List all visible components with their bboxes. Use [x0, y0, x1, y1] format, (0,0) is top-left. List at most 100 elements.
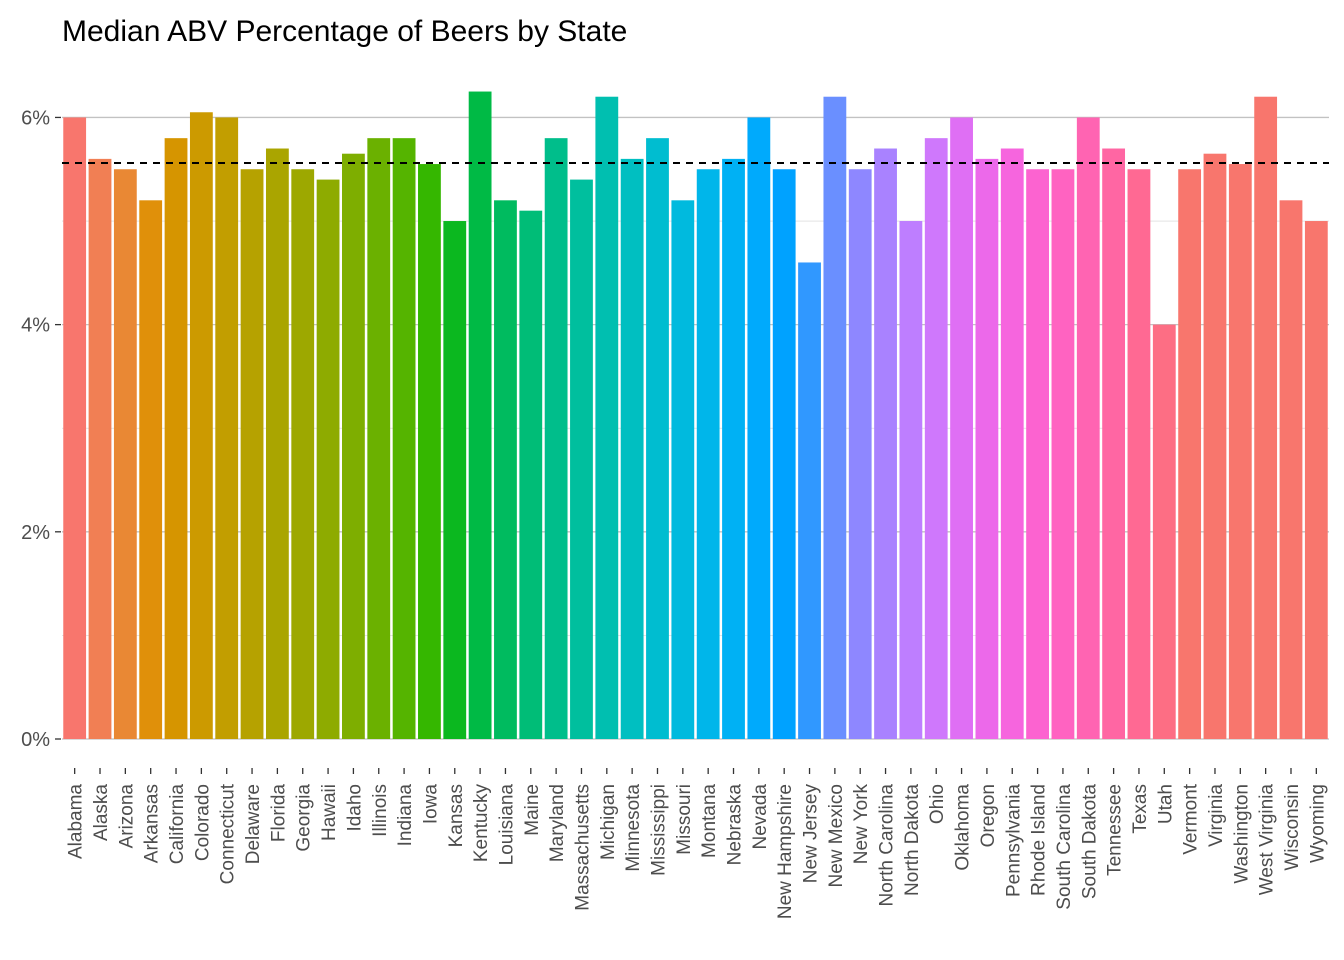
y-tick-label-1: 2% [21, 522, 50, 544]
bar-south-dakota [1076, 117, 1100, 739]
bar-illinois [367, 138, 391, 739]
bar-wyoming [1304, 221, 1328, 739]
x-tick-label-44: Vermont [1181, 783, 1202, 854]
bar-new-jersey [798, 262, 821, 739]
bar-colorado [189, 112, 213, 739]
bar-michigan [595, 96, 619, 739]
x-tick-label-29: New Jersey [801, 784, 822, 884]
bar-tennessee [1102, 148, 1126, 739]
x-tick-label-25: Montana [699, 784, 720, 858]
x-tick-label-22: Minnesota [623, 784, 644, 872]
x-tick-label-2: Arizona [116, 784, 137, 849]
bar-hawaii [316, 179, 340, 739]
x-tick-label-0: Alabama [66, 784, 87, 859]
bar-new-hampshire [772, 169, 796, 739]
x-tick-label-40: South Dakota [1079, 784, 1100, 900]
bar-maine [519, 210, 543, 739]
x-tick-label-4: California [167, 784, 188, 865]
bar-alabama [63, 117, 87, 739]
bar-nebraska [722, 158, 745, 739]
bar-west-virginia [1254, 96, 1278, 739]
bar-pennsylvania [1000, 148, 1024, 739]
bar-florida [265, 148, 289, 739]
x-tick-label-28: New Hampshire [775, 784, 796, 919]
x-tick-label-10: Hawaii [319, 784, 340, 841]
x-tick-label-39: South Carolina [1054, 784, 1075, 910]
bar-north-carolina [874, 148, 897, 739]
bar-indiana [392, 138, 416, 739]
y-axis: 0% 2% 4% 6% [21, 107, 61, 751]
x-tick-label-6: Connecticut [218, 783, 239, 884]
x-tick-label-38: Rhode Island [1029, 784, 1050, 896]
bar-delaware [240, 169, 264, 739]
bar-mississippi [646, 138, 669, 739]
x-tick-label-1: Alaska [91, 784, 112, 841]
x-tick-label-23: Mississippi [648, 784, 669, 876]
bar-texas [1127, 169, 1151, 739]
x-tick-label-18: Maine [522, 784, 543, 836]
x-tick-label-49: Wyoming [1307, 784, 1328, 863]
bar-ohio [924, 138, 948, 739]
bar-georgia [291, 169, 315, 739]
bar-louisiana [494, 200, 517, 739]
chart-title: Median ABV Percentage of Beers by State [62, 15, 627, 48]
x-tick-label-37: Pennsylvania [1003, 784, 1024, 897]
bar-oklahoma [950, 117, 973, 739]
x-tick-label-9: Georgia [294, 784, 315, 852]
bar-missouri [671, 200, 695, 739]
bar-iowa [418, 164, 441, 739]
bar-new-mexico [823, 96, 847, 739]
x-tick-label-36: Oregon [978, 784, 999, 847]
x-tick-label-32: North Carolina [877, 784, 898, 907]
x-tick-label-19: Maryland [547, 784, 568, 862]
x-tick-label-16: Kentucky [471, 784, 492, 863]
x-tick-label-20: Massachusetts [572, 784, 593, 911]
bar-massachusetts [570, 179, 593, 739]
x-tick-label-48: Wisconsin [1282, 784, 1303, 871]
x-tick-label-13: Indiana [395, 784, 416, 847]
x-tick-label-15: Kansas [446, 784, 467, 847]
x-tick-label-8: Florida [268, 784, 289, 843]
bar-idaho [342, 153, 365, 739]
bar-arizona [113, 169, 137, 739]
bar-maryland [544, 138, 568, 739]
x-tick-label-14: Iowa [420, 784, 441, 825]
x-tick-label-31: New York [851, 784, 872, 865]
bar-oregon [975, 158, 999, 739]
x-tick-label-41: Tennessee [1105, 784, 1126, 876]
bar-nevada [747, 117, 771, 739]
x-tick-label-46: Washington [1231, 784, 1252, 884]
x-tick-label-12: Illinois [370, 784, 391, 837]
x-tick-label-7: Delaware [243, 784, 264, 864]
bar-minnesota [620, 158, 644, 739]
x-tick-label-5: Colorado [192, 784, 213, 861]
x-tick-label-3: Arkansas [142, 784, 163, 863]
bar-vermont [1178, 169, 1202, 739]
bar-wisconsin [1279, 200, 1303, 739]
x-tick-label-45: Virginia [1206, 784, 1227, 847]
y-tick-label-3: 6% [21, 107, 50, 129]
bar-rhode-island [1026, 169, 1049, 739]
bar-montana [696, 169, 720, 739]
bar-california [164, 138, 188, 739]
x-tick-label-33: North Dakota [902, 784, 923, 896]
bar-utah [1152, 324, 1176, 739]
x-tick-label-35: Oklahoma [953, 784, 974, 871]
bars [63, 91, 1328, 739]
x-tick-label-24: Missouri [674, 784, 695, 855]
x-tick-label-47: West Virginia [1257, 784, 1278, 896]
bar-washington [1228, 164, 1252, 739]
x-tick-label-17: Louisiana [496, 784, 517, 866]
x-tick-label-11: Idaho [344, 784, 365, 832]
bar-new-york [848, 169, 872, 739]
bar-north-dakota [899, 221, 923, 739]
x-tick-label-30: New Mexico [826, 784, 847, 887]
bar-alaska [88, 158, 112, 739]
bar-connecticut [215, 117, 239, 739]
bar-south-carolina [1051, 169, 1075, 739]
x-tick-label-26: Nebraska [725, 784, 746, 866]
bar-kansas [443, 221, 467, 739]
x-tick-label-34: Ohio [927, 784, 948, 824]
y-tick-label-2: 4% [21, 315, 50, 337]
